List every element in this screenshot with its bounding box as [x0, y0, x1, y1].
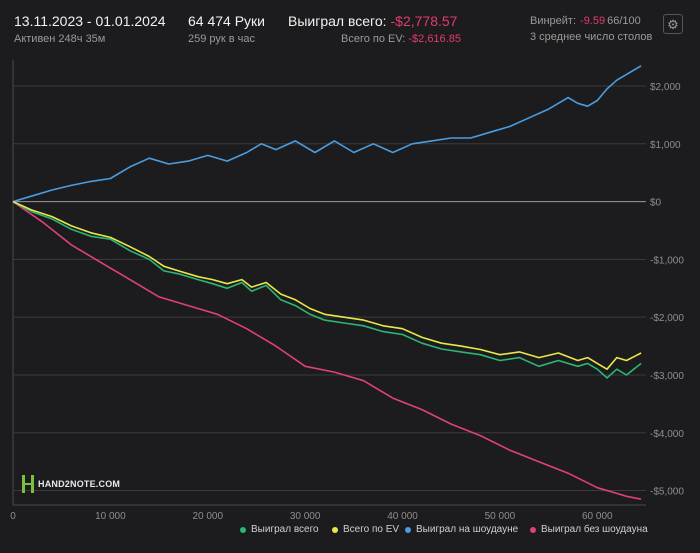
x-tick-label: 40 000 — [387, 511, 418, 522]
average-tables: 3 среднее число столов — [530, 31, 653, 43]
series-line-2 — [12, 200, 642, 371]
winrate-total: 66/100 — [607, 15, 641, 27]
legend-label: Всего по EV — [343, 524, 400, 535]
y-tick-label: -$3,000 — [650, 371, 684, 382]
legend-item[interactable]: Выиграл на шоудауне — [405, 524, 518, 535]
y-tick-label: -$5,000 — [650, 487, 684, 498]
legend-dot-icon — [405, 526, 411, 533]
ev-total-label: Всего по EV: — [341, 33, 406, 45]
y-tick-label: -$1,000 — [650, 255, 684, 266]
series-line-1 — [12, 200, 642, 379]
x-tick-label: 10 000 — [95, 511, 126, 522]
series-line-3 — [12, 65, 642, 203]
gear-icon[interactable]: ⚙ — [663, 14, 683, 34]
y-tick-label: $2,000 — [650, 82, 681, 93]
logo-text: HAND2NOTE.COM — [38, 479, 121, 489]
x-tick-label: 60 000 — [582, 511, 613, 522]
legend-dot-icon — [240, 526, 246, 533]
legend-item[interactable]: Всего по EV — [332, 524, 399, 535]
hands-per-hour: 259 рук в час — [188, 33, 256, 45]
winrate-value: -9.59 — [580, 15, 606, 27]
hand2note-logo: HAND2NOTE.COM — [22, 475, 120, 493]
period-range[interactable]: 13.11.2023 - 01.01.2024 — [14, 13, 166, 29]
legend-label: Выиграл всего — [251, 524, 319, 535]
legend-dot-icon — [332, 526, 338, 533]
legend-item[interactable]: Выиграл всего — [240, 524, 319, 535]
legend-label: Выиграл на шоудауне — [416, 524, 519, 535]
won-total-value: -$2,778.57 — [390, 13, 458, 29]
won-total-label: Выиграл всего: — [288, 13, 387, 29]
legend-dot-icon — [530, 526, 536, 533]
legend-label: Выиграл без шоудауна — [541, 524, 648, 535]
won-total: Выиграл всего: -$2,778.57 — [288, 13, 457, 29]
y-tick-label: $0 — [650, 198, 662, 209]
y-tick-label: -$4,000 — [650, 429, 684, 440]
active-time: Активен 248ч 35м — [14, 33, 106, 45]
x-tick-label: 30 000 — [290, 511, 321, 522]
winrate-label: Винрейт: — [530, 15, 577, 27]
hands-count: 64 474 Руки — [188, 13, 265, 29]
logo-mark-icon — [22, 475, 34, 493]
ev-total-value: -$2,616.85 — [408, 33, 461, 45]
y-tick-label: -$2,000 — [650, 313, 684, 324]
x-tick-label: 20 000 — [192, 511, 223, 522]
winrate: Винрейт: -9.59 66/100 — [530, 15, 641, 27]
x-tick-label: 0 — [10, 511, 16, 522]
legend-item[interactable]: Выиграл без шоудауна — [530, 524, 648, 535]
y-tick-label: $1,000 — [650, 140, 681, 151]
series-line-4 — [12, 200, 642, 500]
ev-total: Всего по EV: -$2,616.85 — [341, 33, 461, 45]
x-tick-label: 50 000 — [485, 511, 516, 522]
